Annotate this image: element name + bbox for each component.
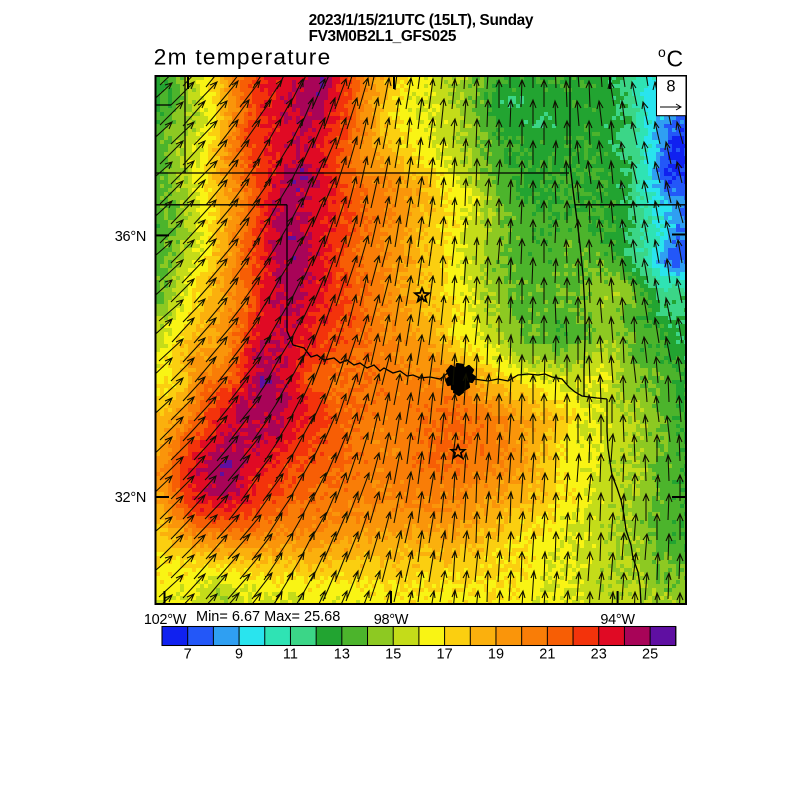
svg-text:32°N: 32°N	[115, 490, 146, 506]
svg-text:7: 7	[184, 647, 192, 663]
svg-text:25: 25	[642, 647, 658, 663]
svg-text:17: 17	[437, 647, 453, 663]
svg-text:FV3M0B2L1_GFS025: FV3M0B2L1_GFS025	[309, 28, 457, 45]
svg-text:13: 13	[334, 647, 350, 663]
svg-text:15: 15	[385, 647, 401, 663]
svg-text:C: C	[667, 45, 684, 71]
svg-text:102°W: 102°W	[144, 612, 187, 628]
svg-text:9: 9	[235, 647, 243, 663]
svg-text:21: 21	[539, 647, 555, 663]
svg-text:23: 23	[591, 647, 607, 663]
svg-text:o: o	[658, 44, 666, 60]
svg-text:11: 11	[283, 647, 298, 663]
svg-text:Min= 6.67 Max= 25.68: Min= 6.67 Max= 25.68	[196, 609, 340, 625]
svg-text:19: 19	[488, 647, 504, 663]
svg-text:2023/1/15/21UTC (15LT), Sunday: 2023/1/15/21UTC (15LT), Sunday	[309, 12, 534, 29]
svg-text:36°N: 36°N	[115, 229, 146, 245]
svg-text:2m temperature: 2m temperature	[154, 44, 332, 69]
svg-text:98°W: 98°W	[374, 612, 409, 628]
svg-text:94°W: 94°W	[600, 612, 635, 628]
svg-text:8: 8	[666, 78, 675, 96]
